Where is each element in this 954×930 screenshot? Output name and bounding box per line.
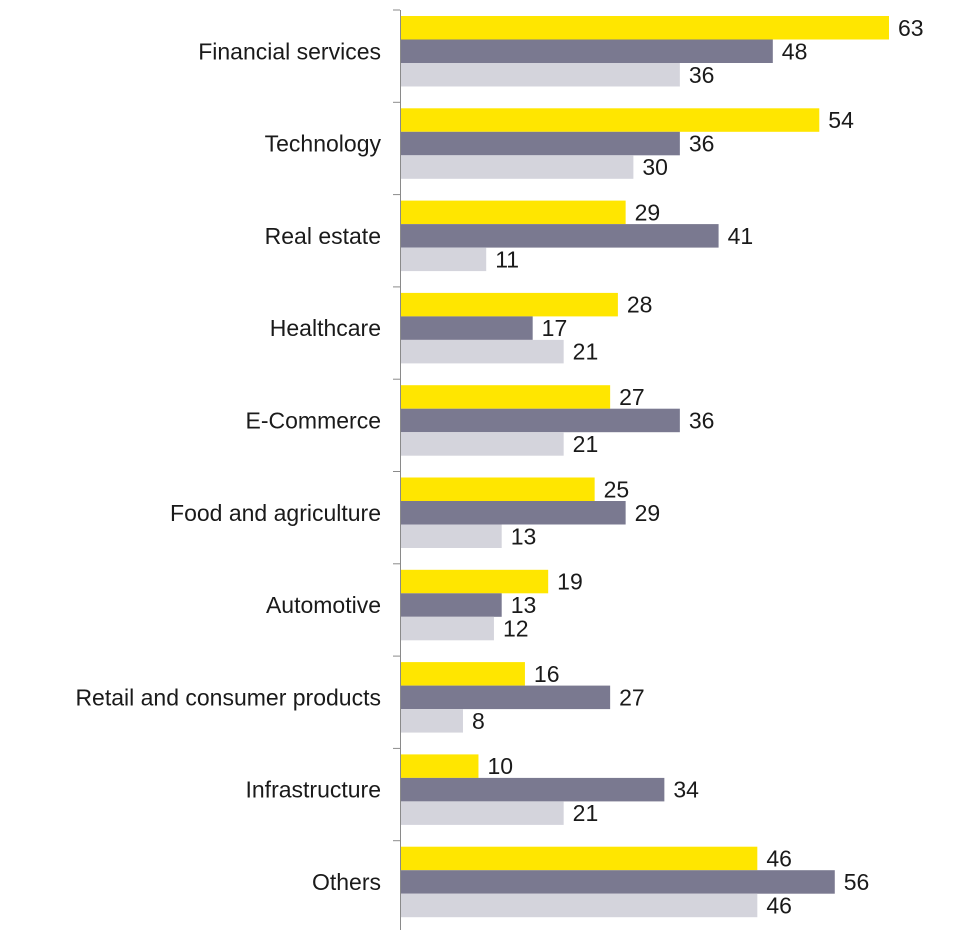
data-label: 11 <box>495 246 519 272</box>
data-labels-group: 6348365436302941112817212736212529131913… <box>472 15 924 919</box>
data-label: 29 <box>635 500 661 526</box>
bar <box>401 893 758 918</box>
bar <box>401 131 680 156</box>
bar <box>401 685 611 710</box>
bar <box>401 316 533 340</box>
data-label: 13 <box>511 523 537 549</box>
bar <box>401 846 758 871</box>
data-label: 34 <box>673 777 699 803</box>
category-label: Retail and consumer products <box>75 684 381 710</box>
bar <box>401 408 680 433</box>
bar <box>401 108 820 132</box>
bar <box>401 616 494 641</box>
bar <box>401 593 502 617</box>
data-label: 36 <box>689 62 715 88</box>
category-label: Others <box>312 869 381 895</box>
data-label: 41 <box>728 223 754 249</box>
bar <box>401 801 564 825</box>
bar <box>401 16 889 40</box>
data-label: 21 <box>573 431 599 457</box>
category-label: Infrastructure <box>246 777 382 803</box>
data-label: 48 <box>782 38 808 64</box>
bar <box>401 662 525 686</box>
bar <box>401 477 595 501</box>
data-label: 16 <box>534 661 560 687</box>
bars-group <box>401 16 889 918</box>
category-axis <box>393 9 401 930</box>
data-label: 27 <box>619 384 645 410</box>
bar <box>401 870 835 894</box>
category-label: E-Commerce <box>246 407 381 433</box>
data-label: 54 <box>828 107 854 133</box>
bar <box>401 432 564 456</box>
data-label: 28 <box>627 292 653 318</box>
bar <box>401 524 502 548</box>
data-label: 19 <box>557 569 583 595</box>
data-label: 27 <box>619 684 645 710</box>
bar <box>401 155 634 179</box>
data-label: 17 <box>542 315 568 341</box>
data-label: 46 <box>766 892 792 918</box>
bar <box>401 292 618 317</box>
category-label: Automotive <box>266 592 381 618</box>
bar <box>401 777 665 802</box>
bar <box>401 247 487 272</box>
category-label: Real estate <box>265 223 381 249</box>
data-label: 25 <box>604 476 630 502</box>
bar <box>401 501 626 525</box>
bar <box>401 709 463 733</box>
data-label: 21 <box>573 800 599 826</box>
data-label: 56 <box>844 869 870 895</box>
category-label: Technology <box>265 131 382 157</box>
data-label: 63 <box>898 15 924 41</box>
bar <box>401 569 549 594</box>
bar <box>401 200 626 225</box>
data-label: 36 <box>689 407 715 433</box>
bar <box>401 63 680 87</box>
bar <box>401 39 773 63</box>
data-label: 12 <box>503 616 529 642</box>
category-label: Financial services <box>198 38 381 64</box>
data-label: 21 <box>573 339 599 365</box>
category-label: Food and agriculture <box>170 500 381 526</box>
data-label: 36 <box>689 131 715 157</box>
bar <box>401 224 719 248</box>
bar <box>401 754 479 778</box>
data-label: 30 <box>642 154 668 180</box>
data-label: 8 <box>472 708 485 734</box>
bar <box>401 339 564 364</box>
bar <box>401 385 611 409</box>
data-label: 10 <box>487 753 513 779</box>
data-label: 29 <box>635 199 661 225</box>
data-label: 46 <box>766 845 792 871</box>
data-label: 13 <box>511 592 537 618</box>
category-label: Healthcare <box>270 315 381 341</box>
category-labels-group: Financial services Technology Real estate H… <box>75 38 381 895</box>
